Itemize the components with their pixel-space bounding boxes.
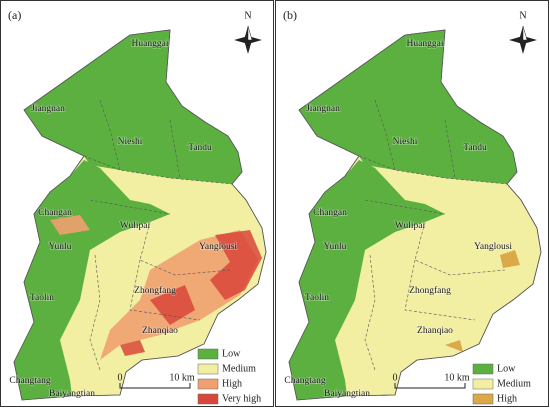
place-name: Zhanqiao <box>142 326 178 336</box>
place-name: Taolin <box>30 293 54 303</box>
region-very-high <box>210 230 262 300</box>
scale-start: 0 <box>393 372 398 383</box>
scale-end: 10 km <box>169 372 195 383</box>
place-name: Wulipai <box>395 221 426 231</box>
place-name: Jiangnan <box>31 104 65 114</box>
place-name: Zhanqiao <box>417 326 453 336</box>
scale-bar <box>394 383 466 389</box>
place-name: Baiyangtian <box>324 389 370 399</box>
place-name: Taolin <box>305 293 329 303</box>
place-name: Tandu <box>463 143 487 153</box>
legend-swatch <box>197 363 219 375</box>
district-boundary <box>83 99 233 371</box>
district-boundary <box>358 99 508 371</box>
panel-label: (a) <box>8 8 21 22</box>
place-name: Yanglousi <box>474 242 512 252</box>
scale-end: 10 km <box>444 372 470 383</box>
region-very-high <box>150 285 195 325</box>
legend-swatch <box>197 393 219 405</box>
legend-swatch <box>472 393 494 405</box>
region-high <box>500 250 520 268</box>
place-name: Yunlu <box>324 242 347 252</box>
panel-label: (b) <box>283 8 297 22</box>
north-label: N <box>244 10 251 21</box>
legend-label: Low <box>497 363 516 374</box>
legend-label: High <box>497 393 517 404</box>
region-very-high <box>120 340 145 356</box>
place-name: Baiyangtian <box>49 389 95 399</box>
place-name: Zhongfang <box>134 285 176 296</box>
scale-bar <box>119 383 191 389</box>
map-panel: (b) N Huanggai Jiangnan Nieshi Tandu Changan Wu… <box>275 0 549 407</box>
north-label: N <box>519 10 526 21</box>
scale-start: 0 <box>118 372 123 383</box>
map-panel: (a) N Huanggai Jiangnan Nieshi Tandu Changan Wu… <box>0 0 274 407</box>
place-name: Huanggai <box>132 39 169 49</box>
legend-label: Medium <box>222 363 256 374</box>
legend-label: High <box>222 378 242 389</box>
place-name: Nieshi <box>118 137 143 147</box>
place-name: Yunlu <box>49 242 72 252</box>
place-name: Wulipai <box>120 221 151 231</box>
legend-swatch <box>197 348 219 360</box>
place-name: Changan <box>38 208 72 218</box>
legend-swatch <box>197 378 219 390</box>
place-name: Yanglousi <box>199 242 237 252</box>
place-name: Changtang <box>9 376 50 386</box>
legend-swatch <box>472 378 494 390</box>
place-name: Nieshi <box>393 137 418 147</box>
place-name: Jiangnan <box>306 104 340 114</box>
legend-swatch <box>472 363 494 375</box>
place-name: Changan <box>313 208 347 218</box>
place-name: Tandu <box>188 143 212 153</box>
north-arrow <box>247 25 253 41</box>
panel-frame <box>275 0 549 407</box>
region-high <box>445 340 463 352</box>
region-high <box>50 215 90 235</box>
panel-frame <box>0 0 274 407</box>
legend-label: Very high <box>222 393 261 404</box>
place-name: Huanggai <box>407 39 444 49</box>
place-name: Changtang <box>284 376 325 386</box>
place-name: Zhongfang <box>409 285 451 296</box>
north-arrow <box>522 25 528 41</box>
legend-label: Medium <box>497 378 531 389</box>
legend-label: Low <box>222 348 241 359</box>
